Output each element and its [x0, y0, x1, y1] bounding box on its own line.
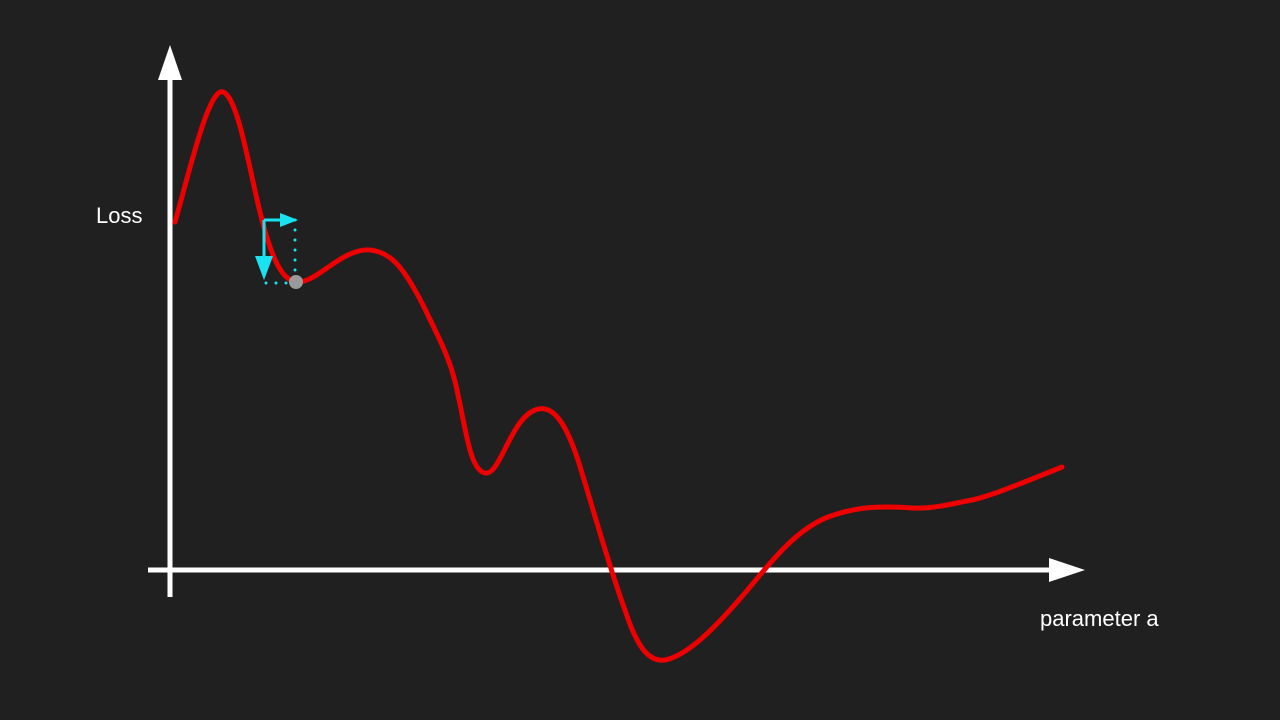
gradient-right-arrowhead-icon	[280, 213, 298, 227]
y-axis-arrowhead-icon	[158, 45, 182, 80]
loss-curve	[172, 89, 1065, 663]
gradient-down-arrowhead-icon	[255, 256, 273, 280]
current-point-marker-icon	[289, 275, 303, 289]
x-axis-arrowhead-icon	[1049, 558, 1085, 582]
y-axis-label: Loss	[96, 203, 143, 228]
x-axis-label: parameter a	[1040, 606, 1159, 631]
